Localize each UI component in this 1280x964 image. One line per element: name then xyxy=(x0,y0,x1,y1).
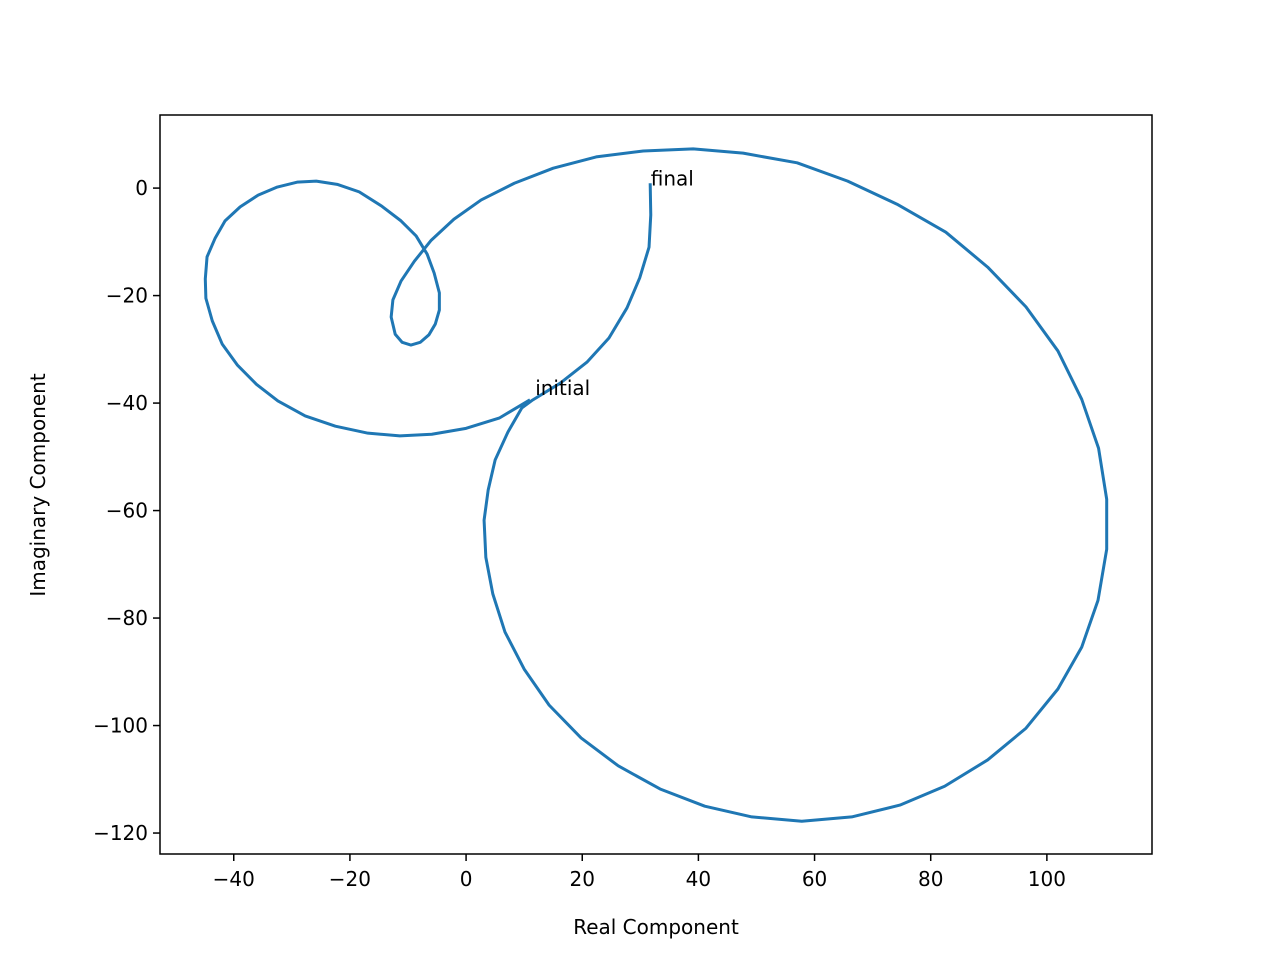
annotation: final xyxy=(651,166,694,190)
x-tick-label: 0 xyxy=(460,867,473,891)
x-tick-label: 60 xyxy=(802,867,827,891)
y-tick-label: −20 xyxy=(106,284,148,308)
plot-frame xyxy=(159,114,1153,855)
y-tick-label: −80 xyxy=(106,606,148,630)
y-axis-label: Imaginary Component xyxy=(26,373,50,597)
x-tick-label: 20 xyxy=(570,867,595,891)
x-tick-label: −40 xyxy=(213,867,255,891)
annotation: initial xyxy=(535,376,590,400)
y-tick-label: −120 xyxy=(93,821,148,845)
x-axis-label: Real Component xyxy=(573,915,739,939)
x-tick-label: 100 xyxy=(1028,867,1066,891)
x-tick-label: 80 xyxy=(918,867,943,891)
y-tick-label: −100 xyxy=(93,714,148,738)
y-tick-label: −40 xyxy=(106,391,148,415)
x-tick-label: −20 xyxy=(329,867,371,891)
data-line xyxy=(203,147,1109,823)
x-tick-label: 40 xyxy=(686,867,711,891)
y-tick-label: 0 xyxy=(135,176,148,200)
y-tick-label: −60 xyxy=(106,499,148,523)
